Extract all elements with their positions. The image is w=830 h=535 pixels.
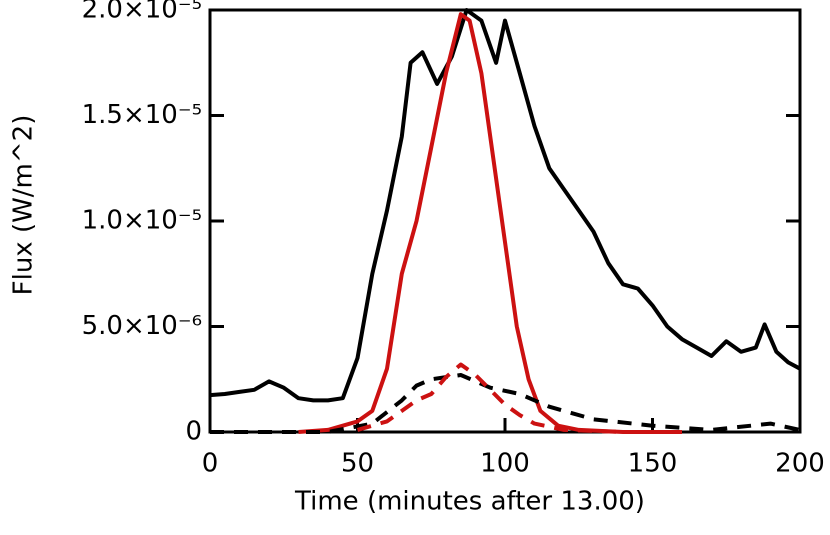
series-line [356,362,624,434]
plot-frame [208,8,802,434]
y-tick-label: 0 [185,417,202,447]
y-tick-label: 1.5×10⁻⁵ [82,100,202,130]
x-tick-label: 200 [775,449,825,479]
y-tick-label: 2.0×10⁻⁵ [82,0,202,25]
series-line [209,8,801,403]
x-axis-label: Time (minutes after 13.00) [294,487,645,517]
y-axis-label: Flux (W/m^2) [9,115,39,296]
x-tick-label: 100 [480,449,530,479]
x-tick-label: 0 [202,449,219,479]
x-tick-label: 150 [628,449,678,479]
x-tick-label: 50 [341,449,374,479]
series-line [210,373,801,434]
y-tick-label: 1.0×10⁻⁵ [82,206,202,236]
series-line [298,12,682,434]
y-tick-label: 5.0×10⁻⁶ [82,311,202,341]
